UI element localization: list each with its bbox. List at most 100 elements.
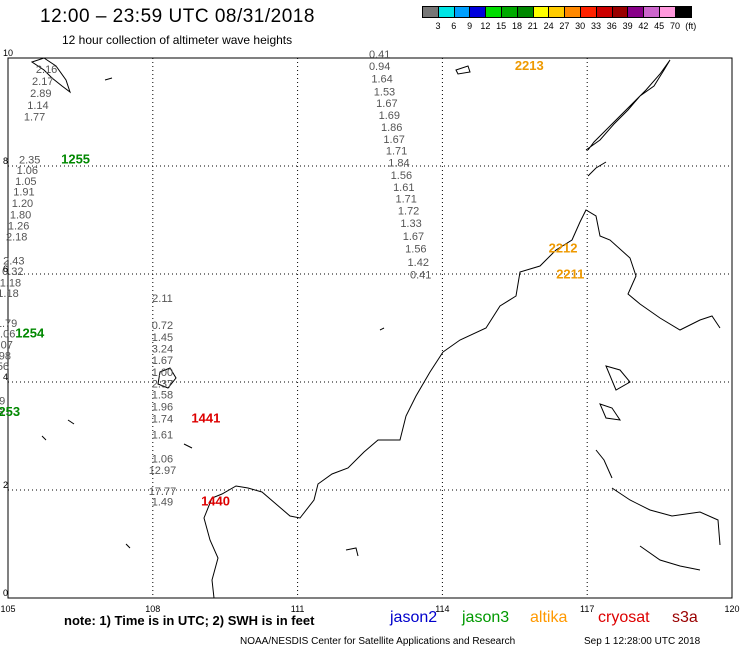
wave-height-value: 1.91 — [13, 187, 34, 199]
color-scale-label: 36 — [606, 21, 617, 31]
pass-time-label: 2212 — [549, 240, 578, 255]
wave-height-value: 0.41 — [369, 49, 390, 61]
pass-time-label: 2213 — [515, 58, 544, 73]
x-tick-label: 114 — [435, 604, 449, 614]
y-tick-label: 2 — [3, 480, 8, 490]
x-tick-label: 120 — [724, 604, 739, 614]
wave-height-value: 1.56 — [0, 361, 9, 373]
wave-height-value: 12.97 — [149, 465, 177, 477]
color-scale-label: 42 — [638, 21, 649, 31]
credit-text: NOAA/NESDIS Center for Satellite Applica… — [240, 636, 516, 647]
color-scale-label: 6 — [451, 21, 457, 31]
y-tick-label: 4 — [3, 372, 8, 382]
wave-height-value: 2.37 — [152, 378, 173, 390]
x-tick-label: 117 — [580, 604, 594, 614]
satellite-legend-cryosat: cryosat — [598, 609, 650, 626]
color-scale-label: 21 — [527, 21, 538, 31]
color-scale-labels: 3 6 9 12 15 18 21 24 27 30 33 36 39 42 45 70 (ft) — [422, 21, 740, 33]
wave-height-value: 1.71 — [386, 146, 407, 158]
color-scale-label: 30 — [575, 21, 586, 31]
wave-height-value: 1.06 — [17, 165, 38, 177]
wave-height-value: 1.61 — [152, 430, 173, 442]
wave-height-value: 1.56 — [405, 243, 426, 255]
color-scale-label: 45 — [654, 21, 665, 31]
wave-height-value: 1.74 — [152, 414, 173, 426]
pass-time-label: 1441 — [191, 411, 220, 426]
color-scale-label: 39 — [622, 21, 633, 31]
wave-height-value: 2.17 — [32, 76, 53, 88]
wave-height-value: 1.86 — [381, 122, 402, 134]
wave-height-value: 1.67 — [376, 98, 397, 110]
wave-height-value: 1.67 — [152, 355, 173, 367]
satellite-legend-s3a: s3a — [672, 609, 698, 626]
wave-height-value: 1.64 — [371, 73, 392, 85]
wave-height-value: 1.67 — [383, 134, 404, 146]
wave-height-value: 1.26 — [8, 221, 29, 233]
color-scale-label: 15 — [496, 21, 507, 31]
coastline — [30, 57, 721, 599]
wave-height-value: 1.18 — [0, 277, 21, 289]
y-tick-label: 8 — [3, 156, 8, 166]
wave-height-value: 1.45 — [152, 332, 173, 344]
wave-height-value: 1.00 — [152, 367, 173, 379]
pass-time-label: 1255 — [61, 151, 90, 166]
satellite-legend-jason2: jason2 — [390, 609, 438, 626]
wave-height-value: 1.79 — [0, 318, 17, 330]
color-scale-label: 3 — [435, 21, 441, 31]
wave-height-value: 1.67 — [403, 231, 424, 243]
wave-height-value: 17.77 — [149, 486, 177, 498]
wave-height-value: 1.80 — [10, 209, 31, 221]
map-frame — [7, 57, 733, 599]
wave-height-value: 2.35 — [19, 154, 40, 166]
wave-height-value: 1.33 — [400, 218, 421, 230]
satellite-legend-jason3: jason3 — [462, 609, 510, 626]
wave-height-value: 1.84 — [388, 158, 409, 170]
color-scale-label: (ft) — [685, 21, 697, 31]
pass-time-label: 2211 — [556, 266, 584, 281]
wave-height-value: 1.42 — [408, 257, 429, 269]
pass-time-label: 1440 — [201, 494, 230, 509]
pass-time-label: 1254 — [15, 326, 45, 341]
wave-height-value: 1.49 — [152, 497, 173, 509]
wave-height-value: 1.61 — [393, 182, 414, 194]
wave-height-value: 0.72 — [152, 320, 173, 332]
wave-height-value: 2.18 — [6, 232, 27, 244]
wave-height-value: 0.94 — [369, 61, 390, 73]
wave-height-value: 2.43 — [3, 255, 24, 267]
wave-height-value: 2.89 — [30, 88, 51, 100]
wave-height-value: 0.98 — [0, 350, 11, 362]
map-subtitle: 12 hour collection of altimeter wave hei… — [62, 33, 293, 47]
axis-tick-labels: 105 108 111 114 117 120 0 2 4 6 8 10 — [0, 48, 739, 614]
wave-height-value: 1.06 — [0, 329, 15, 341]
wave-height-value: 3.24 — [152, 343, 173, 355]
wave-height-value: 1.05 — [15, 176, 36, 188]
color-scale-label: 70 — [669, 21, 681, 31]
color-scale-label: 9 — [467, 21, 473, 31]
y-tick-label: 10 — [3, 48, 13, 58]
wave-height-value: 1.18 — [0, 288, 19, 300]
wave-height-value: 0.32 — [2, 266, 23, 278]
wave-height-value: 2.11 — [152, 293, 173, 305]
wave-height-value: 0.41 — [410, 269, 431, 281]
color-swatch — [674, 6, 692, 18]
wave-height-values: 2.162.172.891.141.772.351.061.051.911.20… — [0, 49, 431, 509]
y-tick-label: 6 — [3, 264, 8, 274]
wave-height-value: 1.77 — [24, 112, 45, 124]
color-scale-label: 33 — [590, 21, 602, 31]
x-tick-label: 108 — [145, 604, 160, 614]
wave-height-value: 2.07 — [0, 340, 13, 352]
x-tick-label: 111 — [291, 604, 305, 614]
wave-height-value: 1.69 — [379, 110, 400, 122]
x-tick-label: 105 — [0, 604, 15, 614]
satellite-legend-altika: altika — [530, 609, 568, 626]
wave-height-value: 1.14 — [27, 100, 48, 112]
color-scale-label: 12 — [480, 21, 491, 31]
map-title: 12:00 – 23:59 UTC 08/31/2018 — [40, 6, 315, 27]
pass-time-labels: 1255 1254 1253 1441 1440 2213 2212 2211 — [0, 58, 584, 509]
color-scale-label: 27 — [559, 21, 570, 31]
wave-height-value: 1.72 — [398, 206, 419, 218]
color-scale-bar — [422, 6, 692, 18]
wave-height-value: 1.06 — [152, 453, 173, 465]
wave-height-value: 1.58 — [152, 390, 173, 402]
